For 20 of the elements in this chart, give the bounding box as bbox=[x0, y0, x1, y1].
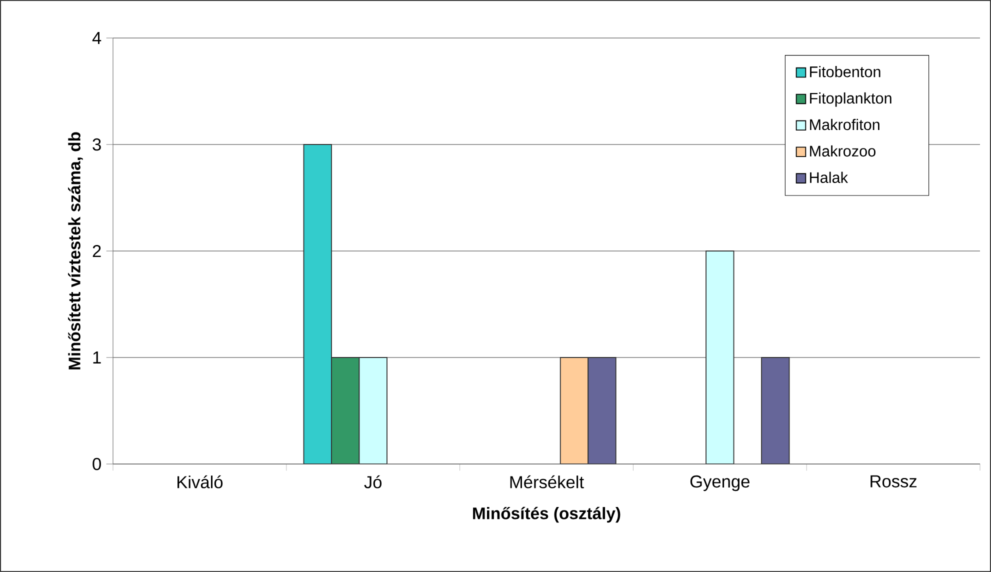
bar bbox=[761, 357, 790, 464]
y-tick-label: 4 bbox=[92, 32, 102, 44]
x-tick-label: Kiváló bbox=[178, 475, 223, 488]
legend-label: Fitobenton bbox=[810, 66, 880, 78]
x-tick-label: Gyenge bbox=[690, 475, 750, 492]
bar bbox=[588, 357, 616, 464]
bar bbox=[706, 250, 734, 464]
legend-label: Halak bbox=[810, 172, 848, 184]
y-tick-label: 0 bbox=[92, 458, 101, 470]
legend-label: Makrozoo bbox=[810, 145, 876, 157]
y-tick-label: 3 bbox=[92, 138, 101, 151]
y-tick-label: 1 bbox=[93, 352, 101, 364]
x-axis-title: Minősítés (osztály) bbox=[473, 506, 620, 523]
y-tick-label: 2 bbox=[92, 244, 101, 258]
x-tick-label: Jó bbox=[364, 475, 382, 488]
x-tick-label: Mérsékelt bbox=[510, 475, 584, 488]
legend-label: Fitoplankton bbox=[810, 92, 892, 107]
x-tick-label: Rossz bbox=[870, 475, 917, 488]
legend-label: Makrofiton bbox=[810, 118, 880, 130]
y-axis-title: Minősített víztestek száma, db bbox=[68, 132, 83, 370]
